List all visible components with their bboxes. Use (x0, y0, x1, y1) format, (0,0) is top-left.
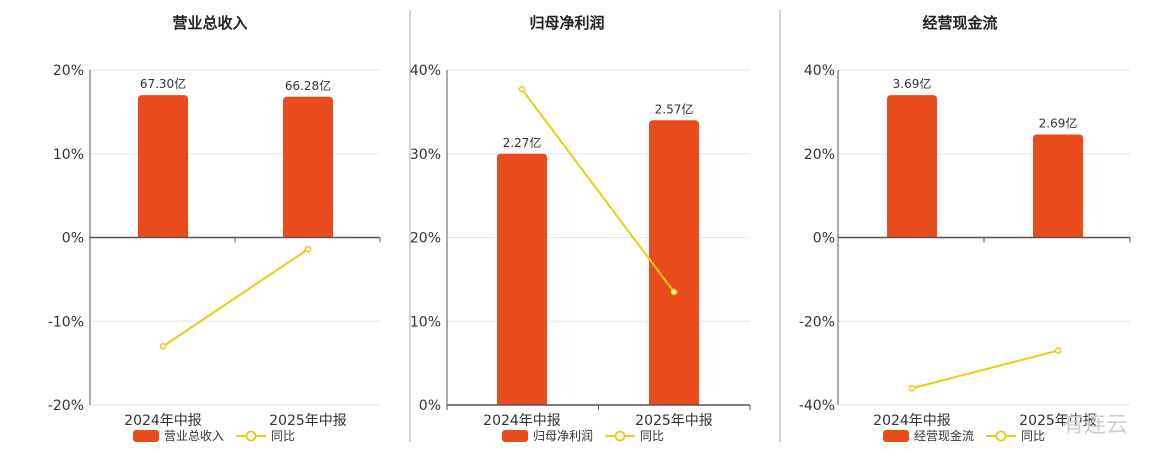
bar (138, 95, 188, 238)
y-tick-label: -40% (799, 398, 835, 414)
y-tick-label: 40% (410, 63, 441, 79)
bar-data-label: 3.69亿 (893, 76, 932, 91)
legend-line-marker (995, 430, 1007, 442)
y-tick-label: 10% (53, 147, 84, 163)
y-tick-label: 10% (410, 314, 441, 330)
chart-panel-3: 经营现金流 40% 20% 0% -20% -40% 3.69亿 2.69亿 2024年中报 20… (799, 14, 1131, 443)
legend-line-label: 同比 (271, 429, 295, 443)
yoy-point (670, 288, 678, 296)
legend-line-marker (614, 430, 626, 442)
y-tick-label: 20% (410, 231, 441, 247)
legend-bar-label: 营业总收入 (164, 429, 224, 443)
x-category-label: 2025年中报 (635, 413, 713, 429)
y-tick-label: 40% (804, 63, 835, 79)
x-category-label: 2024年中报 (124, 413, 202, 429)
y-tick-label: -20% (799, 314, 835, 330)
bar (283, 96, 333, 238)
legend-line-marker (245, 430, 257, 442)
x-category-label: 2025年中报 (1019, 413, 1097, 429)
chart-title: 经营现金流 (922, 14, 997, 32)
bar (887, 95, 937, 238)
chart-title: 归母净利润 (529, 14, 604, 32)
y-tick-label: 30% (410, 147, 441, 163)
legend-bar-label: 经营现金流 (914, 428, 974, 443)
chart-panel-2: 归母净利润 40% 30% 20% 10% 0% 2.27亿 2.57亿 2024年中报 2025… (410, 14, 751, 443)
y-tick-label: -20% (48, 398, 84, 414)
bar-data-label: 2.27亿 (503, 135, 542, 150)
chart-panel-1: 营业总收入 20% 10% 0% -10% -20% 67.30亿 66.28亿 2024年中报… (48, 14, 381, 443)
bar (649, 120, 699, 405)
y-tick-label: 0% (419, 398, 441, 414)
bar-data-label: 67.30亿 (140, 76, 186, 91)
y-tick-label: 0% (62, 231, 84, 247)
yoy-point (908, 384, 916, 392)
watermark: 有连云 (1062, 413, 1128, 438)
x-category-label: 2025年中报 (269, 413, 347, 429)
legend-line-label: 同比 (640, 429, 664, 443)
legend-line-label: 同比 (1021, 429, 1045, 443)
legend-bar-swatch (502, 430, 528, 442)
legend-bar-label: 归母净利润 (533, 429, 593, 443)
legend-bar-swatch (133, 430, 159, 442)
chart-title: 营业总收入 (172, 14, 247, 32)
bar-data-label: 2.57亿 (655, 101, 694, 116)
yoy-line (521, 88, 675, 293)
yoy-line (162, 248, 309, 348)
bar (1033, 134, 1083, 238)
yoy-point (1054, 347, 1062, 354)
bar-data-label: 2.69亿 (1039, 115, 1078, 130)
yoy-line (911, 349, 1059, 390)
bar-data-label: 66.28亿 (285, 78, 331, 93)
y-tick-label: 20% (53, 63, 84, 79)
y-tick-label: 20% (804, 147, 835, 163)
yoy-point (304, 245, 312, 253)
y-tick-label: 0% (813, 231, 835, 247)
yoy-point (159, 343, 167, 350)
legend-bar-swatch (883, 430, 909, 442)
bar (497, 153, 547, 405)
x-category-label: 2024年中报 (483, 413, 561, 429)
yoy-point (518, 85, 526, 93)
y-tick-label: -10% (48, 314, 84, 330)
x-category-label: 2024年中报 (873, 413, 951, 429)
